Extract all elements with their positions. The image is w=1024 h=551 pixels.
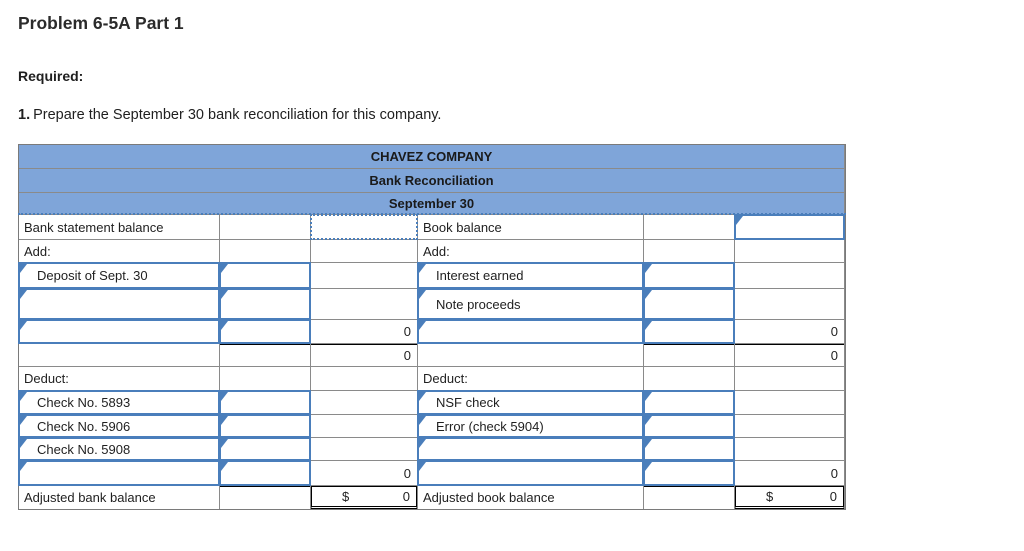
bank-add-item-1-select[interactable]: Deposit of Sept. 30 [18,262,220,289]
bank-add-item-2-extension-cell [311,289,417,319]
bank-deduct-label: Deduct: [19,367,219,390]
page-title: Problem 6-5A Part 1 [18,13,184,33]
bank-add-spacer-1 [220,240,310,262]
adjusted-book-balance-spacer [644,486,734,509]
book-add-item-3-amount-input[interactable] [643,319,735,344]
book-deduct-subtotal-amount: 0 [735,461,844,485]
bank-add-spacer-2 [311,240,417,262]
adjusted-bank-balance-label: Adjusted bank balance [19,486,219,509]
book-add-total-amount: 0 [735,344,844,366]
book-deduct-item-4-amount-input[interactable] [643,460,735,486]
book-deduct-label: Deduct: [418,367,643,390]
book-add-item-2-select[interactable]: Note proceeds [417,288,644,320]
bank-add-subtotal-amount: 0 [311,320,417,343]
bank-deduct-item-4-amount-input[interactable] [219,460,311,486]
adjusted-bank-balance-spacer [220,486,310,509]
book-add-item-1-amount-input[interactable] [643,262,735,289]
book-deduct-spacer-1 [644,367,734,390]
book-add-spacer-2 [735,240,844,262]
bank-deduct-item-4-select[interactable] [18,460,220,486]
book-balance-amount-input[interactable] [734,214,845,240]
bank-deduct-item-1-amount-input[interactable] [219,390,311,415]
adjusted-bank-balance-amount: 0 [402,489,410,504]
book-deduct-item-1-extension-cell [735,391,844,414]
bank-deduct-item-2-extension-cell [311,415,417,437]
bank-statement-balance-spacer-cell [220,215,310,239]
bank-add-total-amount: 0 [311,344,417,366]
bank-add-item-2-amount-input[interactable] [219,288,311,320]
bank-deduct-spacer-2 [311,367,417,390]
bank-add-total-spacer-1 [19,344,219,366]
book-deduct-item-1-amount-input[interactable] [643,390,735,415]
company-name-header: CHAVEZ COMPANY [19,145,844,168]
book-add-total-spacer-2 [644,344,734,366]
bank-statement-balance-amount-input[interactable] [310,214,418,240]
bank-add-label: Add: [19,240,219,262]
bank-add-item-2-select[interactable] [18,288,220,320]
bank-deduct-subtotal-amount: 0 [311,461,417,485]
bank-add-item-3-select[interactable] [18,319,220,344]
book-deduct-item-3-select[interactable] [417,437,644,461]
book-balance-spacer-cell [644,215,734,239]
bank-deduct-item-3-extension-cell [311,438,417,460]
book-deduct-item-2-amount-input[interactable] [643,414,735,438]
bank-deduct-item-2-amount-input[interactable] [219,414,311,438]
instruction-number: 1. [18,107,31,123]
book-add-spacer-1 [644,240,734,262]
bank-add-item-1-extension-cell [311,263,417,288]
statement-title-header: Bank Reconciliation [19,169,844,192]
adjusted-bank-balance-total-cell: $ 0 [311,486,417,509]
bank-add-item-3-amount-input[interactable] [219,319,311,344]
book-add-item-1-extension-cell [735,263,844,288]
required-label: Required: [18,68,84,84]
bank-deduct-item-1-select[interactable]: Check No. 5893 [18,390,220,415]
book-deduct-item-2-select[interactable]: Error (check 5904) [417,414,644,438]
bank-statement-balance-label: Bank statement balance [19,215,219,239]
book-add-total-spacer-1 [418,344,643,366]
instruction: 1. Prepare the September 30 bank reconcil… [18,107,1024,123]
book-add-label: Add: [418,240,643,262]
book-currency-symbol: $ [766,489,774,504]
page: Problem 6-5A Part 1 Required: 1. Prepare … [0,13,1024,510]
adjusted-book-balance-total-cell: $ 0 [735,486,844,509]
book-add-item-1-select[interactable]: Interest earned [417,262,644,289]
book-deduct-item-3-extension-cell [735,438,844,460]
statement-date-header: September 30 [19,193,844,214]
book-add-subtotal-amount: 0 [735,320,844,343]
bank-deduct-item-3-amount-input[interactable] [219,437,311,461]
instruction-text: Prepare the September 30 bank reconcilia… [33,107,442,123]
bank-deduct-spacer-1 [220,367,310,390]
book-deduct-spacer-2 [735,367,844,390]
book-deduct-item-1-select[interactable]: NSF check [417,390,644,415]
adjusted-book-balance-amount: 0 [829,489,837,504]
bank-add-item-1-amount-input[interactable] [219,262,311,289]
bank-deduct-item-2-select[interactable]: Check No. 5906 [18,414,220,438]
bank-currency-symbol: $ [342,489,350,504]
book-deduct-item-3-amount-input[interactable] [643,437,735,461]
book-deduct-item-2-extension-cell [735,415,844,437]
book-add-item-2-amount-input[interactable] [643,288,735,320]
bank-reconciliation-table: CHAVEZ COMPANY Bank Reconciliation Septe… [18,144,846,510]
book-balance-label: Book balance [418,215,643,239]
bank-deduct-item-3-select[interactable]: Check No. 5908 [18,437,220,461]
book-deduct-item-4-select[interactable] [417,460,644,486]
book-add-item-3-select[interactable] [417,319,644,344]
bank-add-total-spacer-2 [220,344,310,366]
book-add-item-2-extension-cell [735,289,844,319]
adjusted-book-balance-label: Adjusted book balance [418,486,643,509]
bank-deduct-item-1-extension-cell [311,391,417,414]
